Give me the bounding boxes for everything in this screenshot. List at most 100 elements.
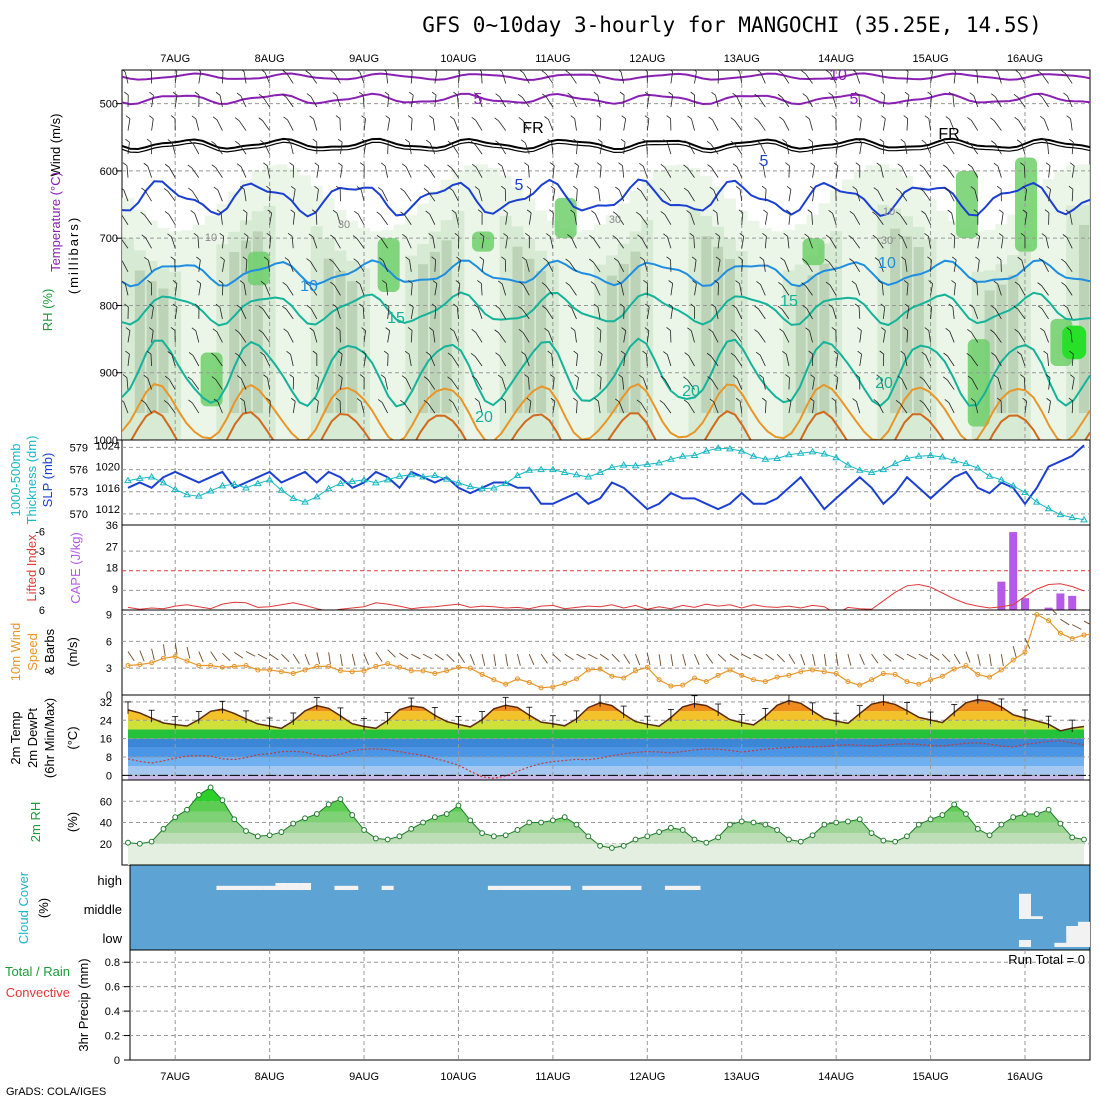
wind-barb — [313, 330, 318, 343]
wind-barb-flag — [805, 115, 810, 120]
wind-barb-flag — [172, 280, 178, 284]
top-date-label: 15AUG — [913, 53, 949, 65]
wind-barb — [498, 332, 507, 343]
wind-barb-flag — [1037, 305, 1043, 310]
wind-barb-flag — [639, 162, 644, 167]
wind10m-barb — [1051, 610, 1057, 615]
wind-barb — [882, 118, 886, 131]
contour-label: 30 — [881, 235, 893, 247]
wind-barb-flag — [147, 280, 152, 284]
thickness-point — [1021, 488, 1029, 495]
wind-barb-flag — [163, 400, 169, 404]
wind10m-barb — [564, 653, 574, 661]
wind-barb — [712, 119, 719, 131]
wind-barb — [174, 71, 178, 84]
wind-barb-flag — [401, 163, 407, 168]
wind-barb-flag — [921, 139, 926, 144]
wind-barb — [599, 165, 602, 178]
wind10m-barb — [682, 654, 687, 666]
cloud-bar — [381, 885, 394, 890]
wind-barb-flag — [565, 258, 570, 263]
wind10m-barb — [517, 654, 521, 666]
wind-barb — [930, 283, 933, 296]
wind-barb-flag — [359, 162, 365, 166]
wind10m-speed-line — [125, 611, 1090, 691]
wind-barb — [145, 237, 152, 249]
rh-point — [939, 812, 946, 818]
wind-barb-flag — [1020, 162, 1025, 166]
wind-barb — [997, 377, 1002, 390]
cloud-bar — [275, 883, 288, 890]
thickness-point — [785, 450, 793, 458]
wind-barb — [240, 307, 247, 320]
wind-barb — [781, 308, 790, 320]
wind10m-point — [869, 677, 875, 683]
wind-barb-flag — [754, 93, 759, 98]
wind-barb-flag — [141, 399, 146, 404]
wind-barb — [594, 72, 601, 84]
wind-barb — [501, 71, 507, 84]
wind-barb-flag — [448, 399, 454, 403]
rh-point — [797, 838, 804, 845]
wind-barb-flag — [567, 234, 572, 238]
wind-barb — [1045, 236, 1049, 249]
wind-barb-flag — [524, 162, 529, 166]
wind-barb-flag — [615, 186, 620, 191]
wind-barb — [480, 283, 483, 296]
wind-barb-flag — [597, 350, 603, 355]
ylabel-temp-3: (6hr Min/Max) — [42, 698, 57, 778]
wind-barb — [597, 95, 601, 108]
wind-barb — [616, 238, 625, 249]
wind-barb — [1048, 189, 1051, 202]
wind-barb-flag — [431, 303, 437, 308]
wind-barb-flag — [921, 210, 926, 215]
wind10m-barb — [776, 653, 786, 663]
rh-point — [160, 825, 167, 832]
wind-barb — [640, 190, 648, 202]
contour-line — [122, 382, 1090, 440]
wind-barb — [928, 236, 931, 249]
wind-barb-flag — [384, 303, 390, 308]
wind-barb-flag — [473, 304, 479, 308]
wind-barb-flag — [312, 350, 318, 355]
wind-barb — [576, 142, 578, 155]
wind-barb — [453, 331, 459, 343]
li-tick: 6 — [39, 605, 45, 617]
rh-point — [219, 797, 226, 804]
wind-barb-flag — [470, 141, 476, 145]
li-line — [127, 583, 1085, 610]
wind-barb — [710, 144, 719, 155]
wind-barb-flag — [1069, 374, 1075, 379]
wind-barb-flag — [196, 280, 201, 284]
wind10m-barb — [847, 654, 852, 666]
wind-barb — [734, 332, 743, 343]
wind-barb — [1065, 285, 1073, 296]
wind-barb — [410, 283, 413, 296]
wind-barb-flag — [903, 280, 909, 284]
wind-barb — [758, 332, 766, 343]
wind-barb — [576, 189, 578, 202]
wind-barb-flag — [211, 376, 217, 380]
wind-barb — [238, 355, 247, 367]
wind-barb-flag — [644, 91, 650, 96]
wind-barb-flag — [404, 350, 410, 355]
rh-band — [134, 270, 145, 414]
wind-barb-flag — [1062, 234, 1068, 238]
wind-barb — [1041, 308, 1049, 320]
wind-barb-flag — [330, 234, 335, 239]
wind-barb — [219, 307, 223, 319]
thickness-point — [277, 486, 286, 493]
wind-barb — [623, 118, 627, 131]
wind-barb-flag — [122, 162, 128, 167]
wind-barb — [238, 332, 247, 343]
wind-barb — [974, 401, 979, 414]
wind10m-point — [939, 673, 945, 679]
wind-barb-flag — [619, 303, 625, 308]
top-date-label: 14AUG — [818, 53, 854, 65]
wind-barb — [946, 379, 955, 390]
wind-barb-flag — [309, 327, 314, 332]
wind-barb-flag — [636, 399, 642, 404]
wind-barb — [646, 95, 650, 108]
cloud-bar — [688, 885, 701, 890]
